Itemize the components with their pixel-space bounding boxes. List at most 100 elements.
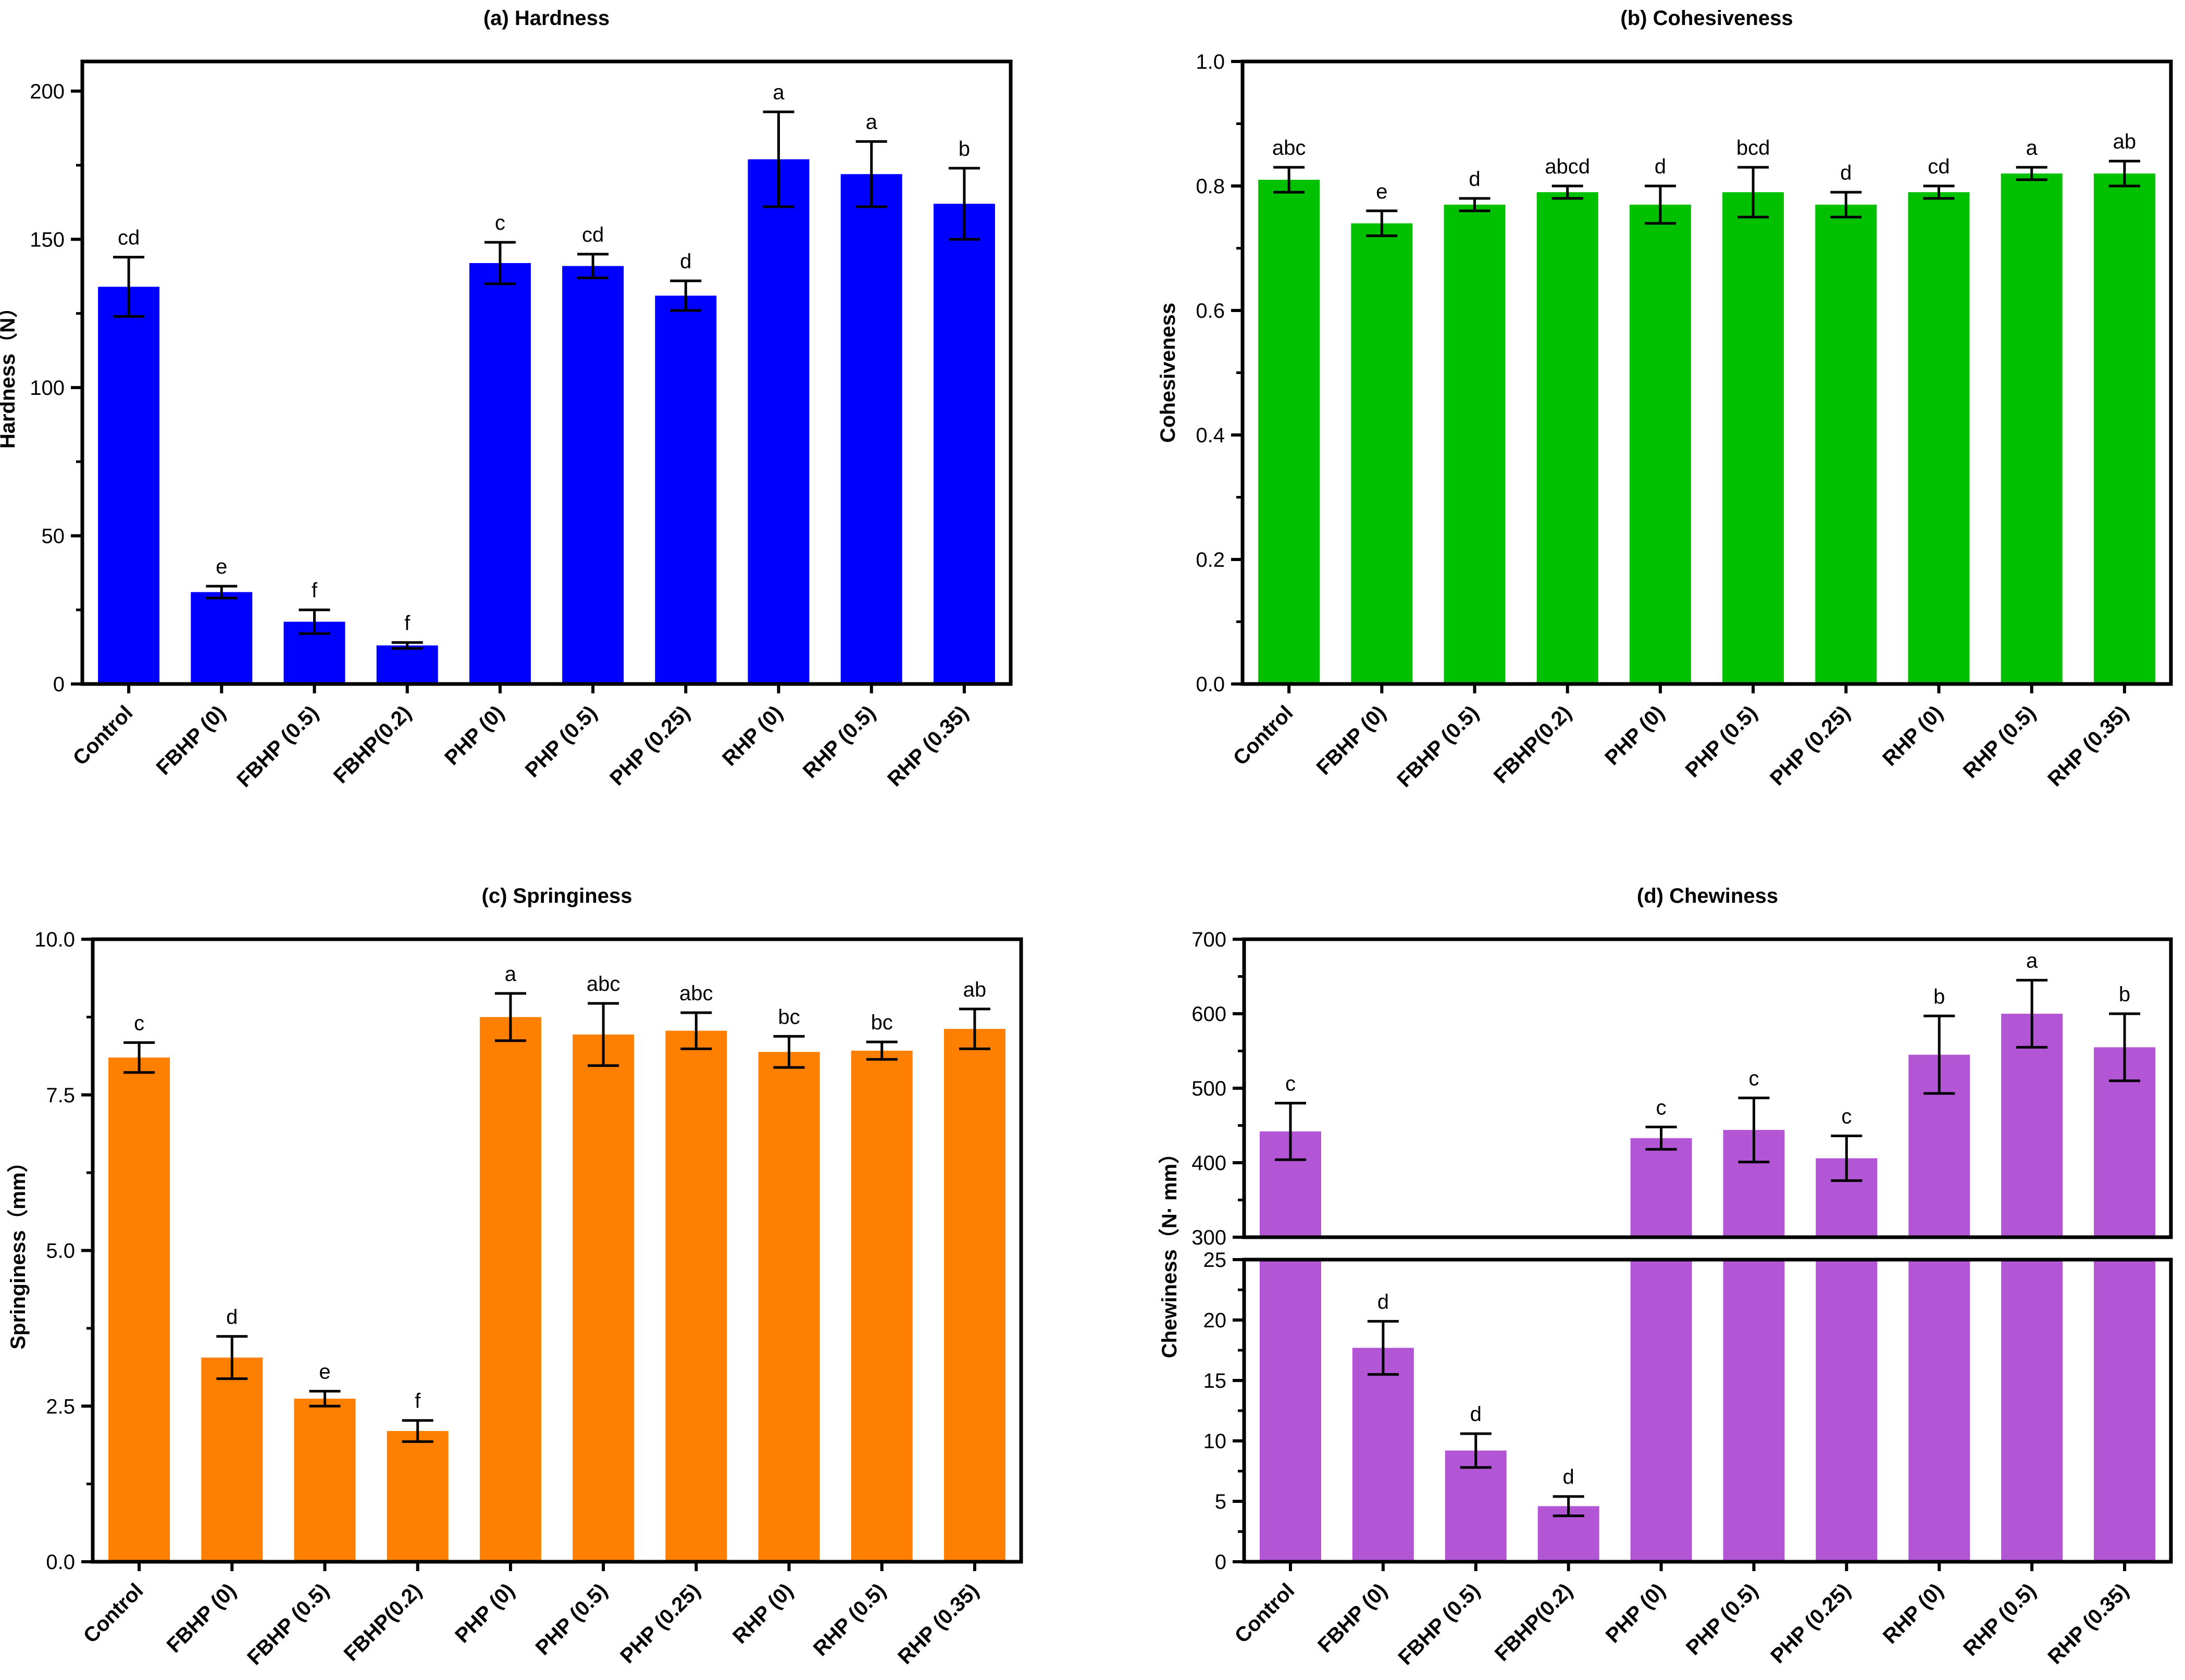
significance-label-3: f [312, 579, 318, 602]
x-tick-label: PHP (0.5) [1681, 701, 1762, 782]
y-tick-label: 150 [30, 228, 65, 251]
x-tick-label: PHP (0.25) [605, 701, 694, 790]
bar-5-upper [1630, 1138, 1692, 1237]
y-tick-label: 700 [1191, 928, 1226, 951]
x-tick-label: RHP (0) [1878, 701, 1947, 770]
x-tick-label: PHP (0.25) [1766, 701, 1855, 790]
bar-9-lower [2001, 1260, 2063, 1562]
y-tick-label: 0.4 [1196, 424, 1225, 447]
x-tick-label: RHP (0) [718, 701, 787, 770]
bar-8 [1908, 192, 1970, 684]
x-tick-label: FBHP(0.2) [1491, 1579, 1577, 1665]
significance-label-7: d [1840, 161, 1852, 184]
x-tick-label: Control [69, 701, 138, 770]
y-axis-label: Hardness（N） [0, 297, 19, 449]
x-tick-label: FBHP (0) [1313, 1579, 1392, 1657]
significance-label-10: b [2119, 983, 2130, 1006]
x-tick-label: RHP (0.5) [809, 1579, 890, 1660]
x-tick-label: FBHP(0.2) [1489, 701, 1576, 788]
significance-label-9: a [2026, 950, 2038, 973]
bar-9 [840, 174, 902, 684]
y-tick-label: 100 [30, 377, 65, 400]
bar-5 [479, 1017, 541, 1562]
x-tick-label: RHP (0.35) [893, 1579, 983, 1669]
bar-7 [655, 295, 717, 684]
significance-label-5: c [1656, 1096, 1667, 1119]
y-tick-label: 0.2 [1196, 549, 1225, 571]
y-tick-label: 25 [1203, 1249, 1227, 1272]
significance-label-10: ab [963, 978, 987, 1001]
bar-4 [1536, 192, 1598, 684]
significance-label-2: d [1377, 1290, 1389, 1313]
significance-label-4: abcd [1545, 155, 1590, 178]
bar-4 [387, 1431, 449, 1562]
y-tick-label: 200 [30, 80, 65, 103]
chart-title: (b) Cohesiveness [1620, 7, 1793, 30]
y-axis-label: Chewiness（N· mm） [1158, 1143, 1181, 1358]
x-tick-label: FBHP (0.5) [1393, 701, 1483, 792]
significance-label-4: f [404, 612, 411, 634]
x-tick-label: FBHP (0) [152, 701, 230, 779]
y-axis-label: Cohesiveness [1157, 303, 1180, 443]
bar-2 [1351, 223, 1413, 684]
x-tick-label: PHP (0) [440, 701, 508, 769]
y-tick-label: 5 [1215, 1490, 1226, 1513]
x-tick-label: PHP (0.5) [521, 701, 602, 782]
significance-label-1: c [1285, 1073, 1296, 1096]
y-tick-label: 600 [1191, 1003, 1226, 1026]
bar-7 [1815, 204, 1877, 685]
bar-7 [665, 1030, 727, 1562]
chart-panel-4: (d) Chewiness Chewiness（N· mm） c d d d c c c b a b 3… [1158, 885, 2173, 1670]
x-tick-label: FBHP (0) [1312, 701, 1391, 779]
significance-label-10: ab [2113, 130, 2137, 153]
bar-8-lower [1908, 1260, 1970, 1562]
significance-label-7: d [680, 250, 691, 273]
y-tick-label: 20 [1203, 1309, 1227, 1332]
significance-label-7: c [1841, 1105, 1852, 1128]
bar-1-lower [1259, 1260, 1321, 1562]
significance-label-3: e [319, 1361, 330, 1384]
x-tick-label: FBHP (0.5) [243, 1579, 333, 1670]
significance-label-5: d [1655, 155, 1666, 178]
x-tick-label: RHP (0.5) [1959, 1579, 2040, 1660]
bar-10 [943, 1029, 1005, 1562]
y-tick-label: 0.0 [1196, 673, 1225, 696]
y-tick-label: 7.5 [46, 1084, 75, 1107]
chart-title: (a) Hardness [483, 7, 610, 30]
bar-5 [469, 263, 531, 684]
bar-9 [2001, 173, 2063, 685]
bar-3 [1445, 1450, 1507, 1562]
significance-label-9: a [2026, 136, 2038, 159]
x-tick-label: PHP (0) [1600, 701, 1669, 769]
x-tick-label: PHP (0.5) [531, 1579, 612, 1660]
significance-label-6: c [1748, 1067, 1759, 1090]
significance-label-2: e [216, 555, 227, 578]
y-tick-label: 0 [53, 673, 65, 696]
bar-6 [562, 266, 624, 685]
plot-frame [80, 59, 1013, 686]
significance-label-8: bc [778, 1005, 800, 1028]
significance-label-5: c [495, 211, 505, 234]
bar-2 [201, 1358, 263, 1562]
bar-10 [933, 204, 995, 685]
y-tick-label: 50 [42, 525, 65, 547]
bar-10-lower [2094, 1260, 2156, 1562]
significance-label-8: cd [1928, 155, 1950, 178]
x-tick-label: PHP (0.5) [1682, 1579, 1762, 1660]
x-tick-label: RHP (0.35) [2043, 1579, 2133, 1669]
x-tick-label: RHP (0) [728, 1579, 798, 1648]
y-tick-label: 10 [1203, 1430, 1227, 1453]
significance-label-5: a [505, 963, 517, 986]
y-tick-label: 300 [1191, 1226, 1226, 1249]
y-tick-label: 15 [1203, 1370, 1227, 1392]
y-tick-label: 2.5 [46, 1395, 75, 1418]
x-tick-label: RHP (0.35) [2043, 701, 2133, 791]
bar-4 [376, 645, 438, 684]
significance-label-8: a [773, 81, 785, 104]
significance-label-6: cd [582, 223, 604, 246]
bar-3 [294, 1398, 356, 1562]
significance-label-4: f [415, 1390, 421, 1413]
x-tick-label: FBHP(0.2) [340, 1579, 426, 1665]
significance-label-1: c [134, 1012, 144, 1035]
